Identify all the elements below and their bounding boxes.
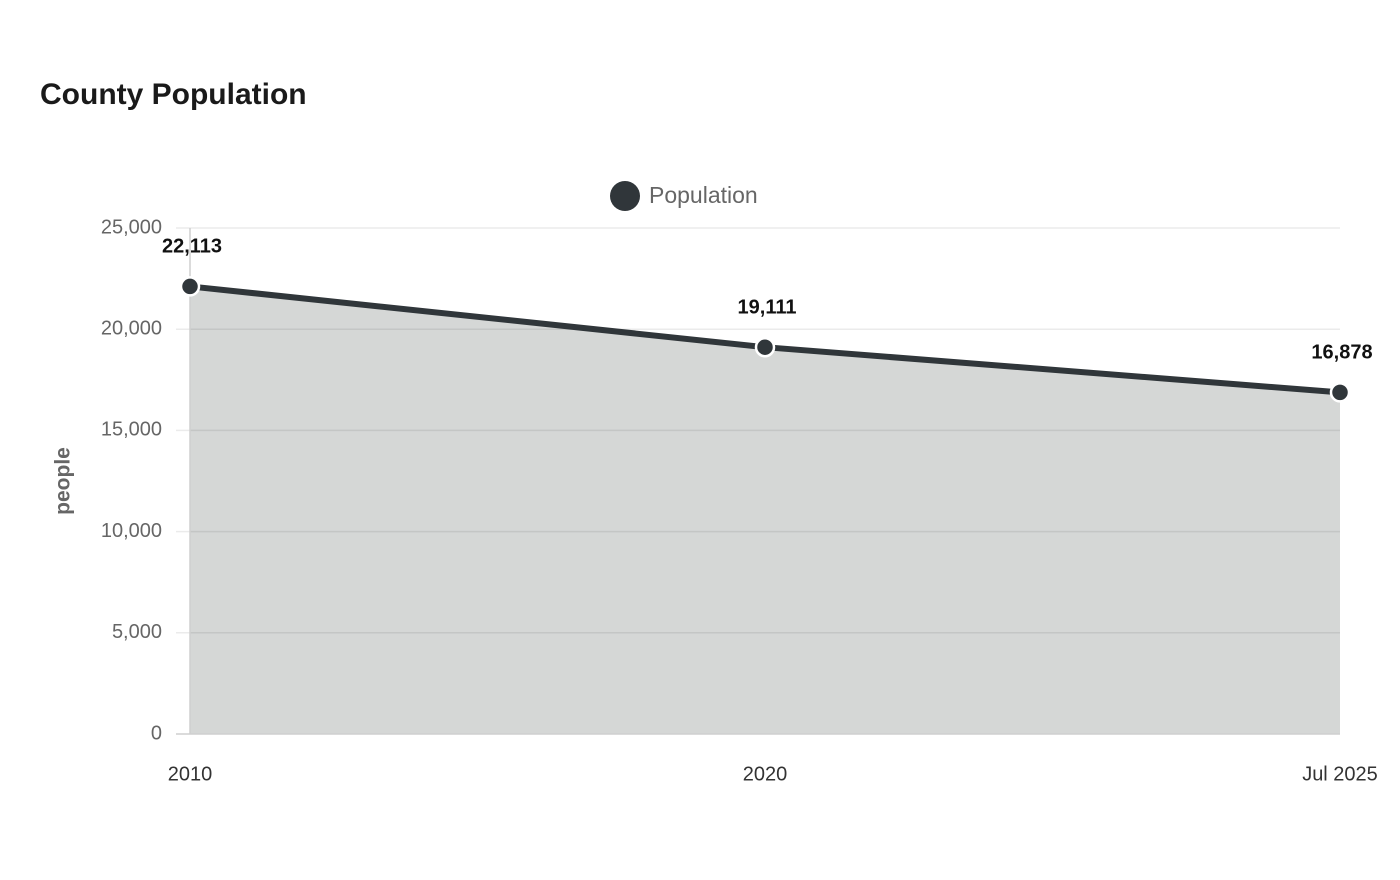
point [1329,382,1351,403]
x-tick-label: Jul 2025 [1302,763,1378,785]
y-tick-label: 10,000 [101,520,162,542]
chart-title: County Population [40,78,307,111]
data-label: 22,113 [162,236,222,258]
point [179,276,201,297]
area [190,286,1340,734]
y-tick-label: 0 [151,722,162,744]
data-label: 19,111 [738,296,797,318]
point [754,336,776,358]
y-tick-label: 5,000 [112,621,162,643]
data-label: 16,878 [1311,342,1372,364]
legend-marker [610,181,640,211]
x-tick-label: 2020 [743,763,788,785]
legend-label: Population [649,182,758,208]
y-tick-label: 15,000 [101,419,162,441]
y-tick-label: 20,000 [101,317,162,339]
y-axis-label: people [52,447,75,515]
y-tick-label: 25,000 [101,216,162,238]
x-tick-label: 2010 [168,763,213,785]
